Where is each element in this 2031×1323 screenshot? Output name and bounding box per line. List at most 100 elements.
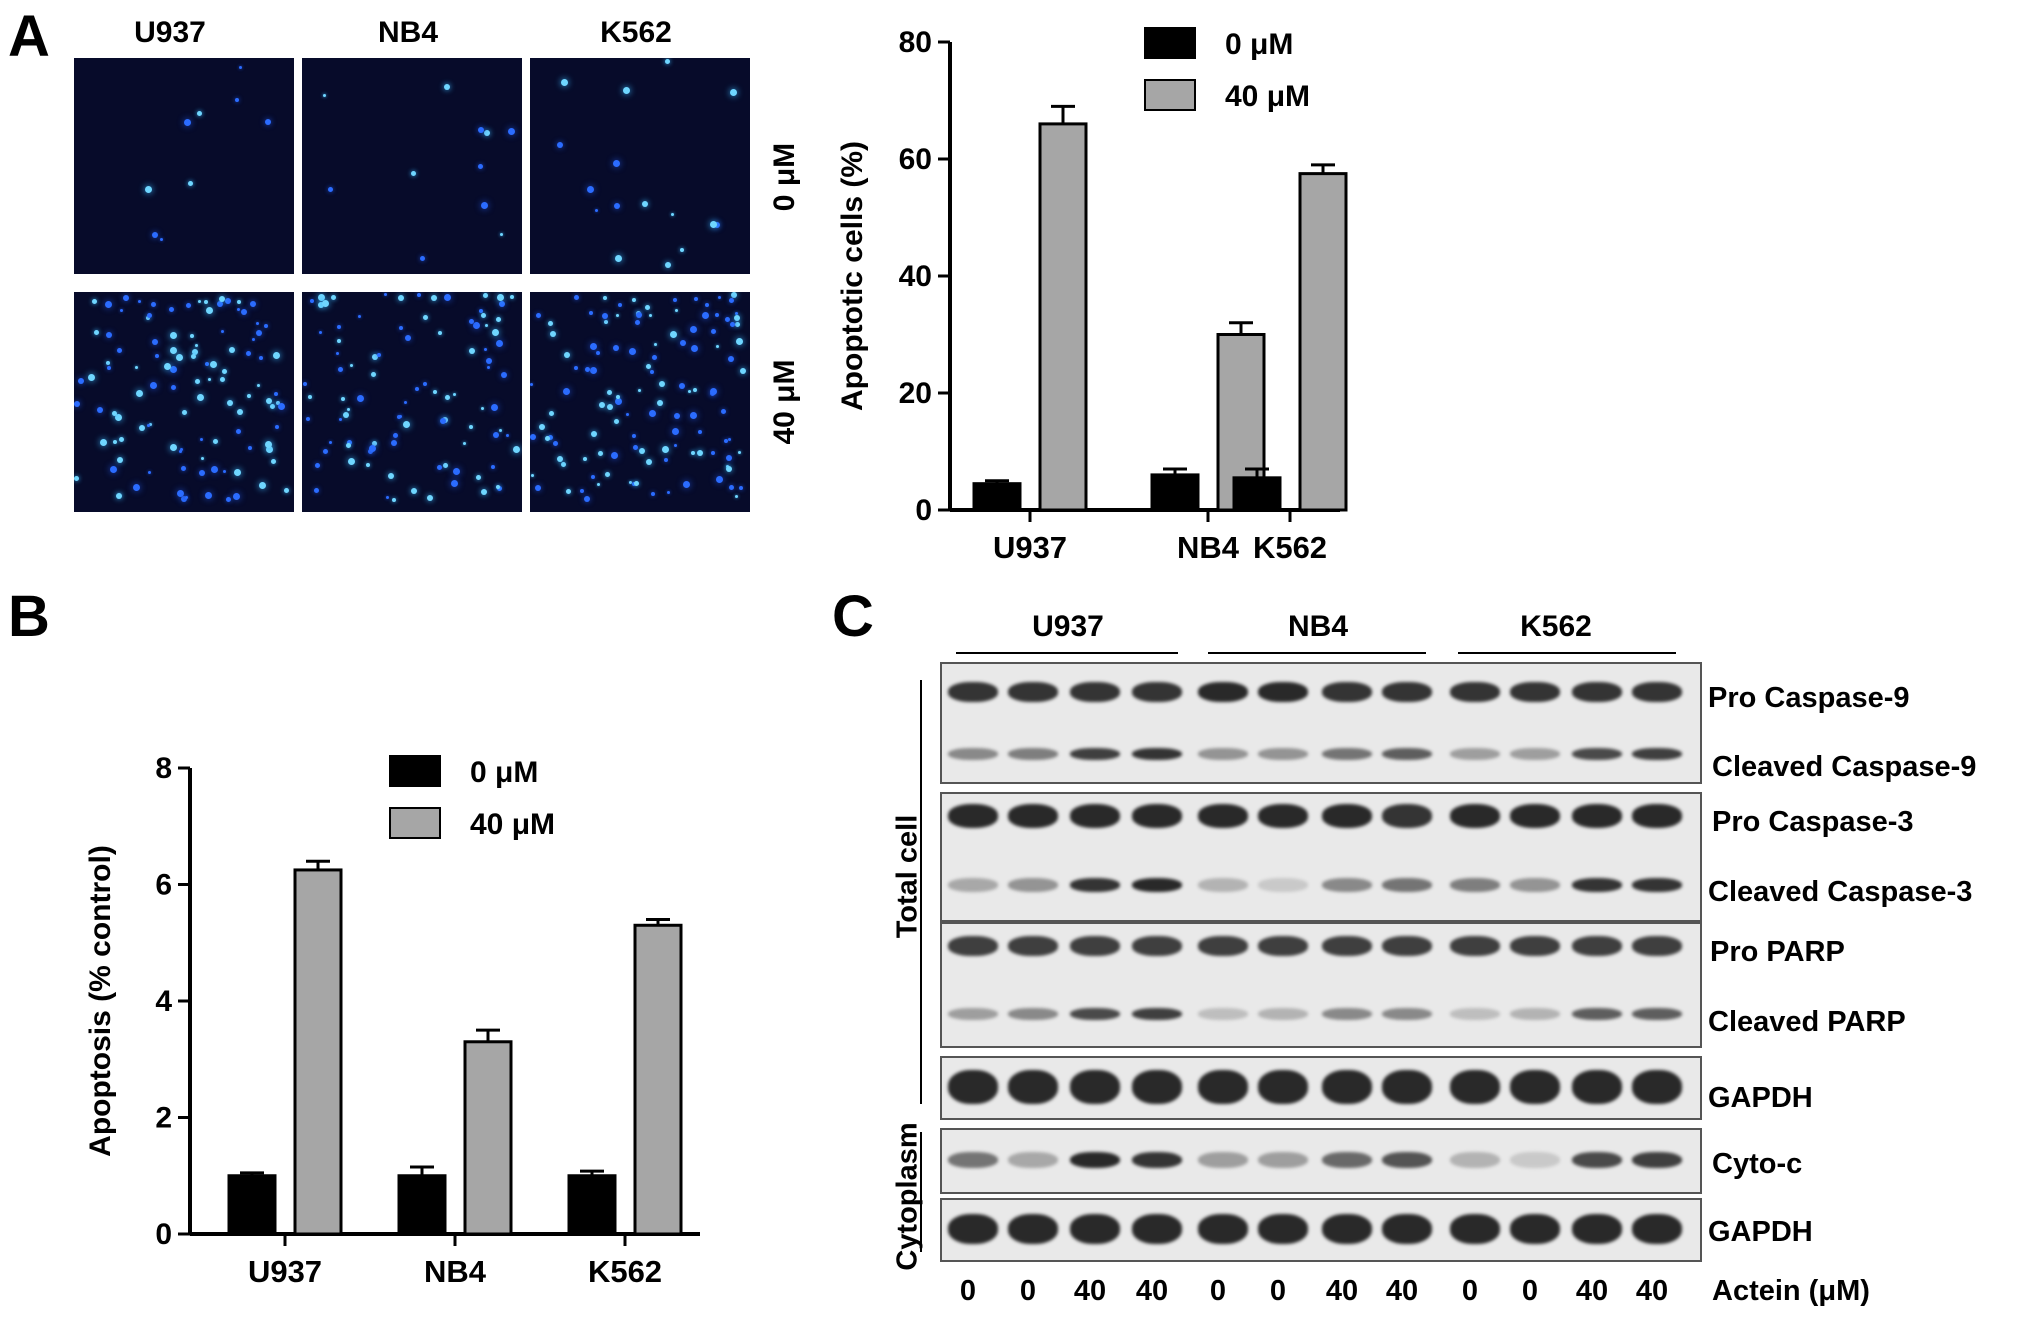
- blot-band: [1322, 936, 1372, 956]
- bar: [293, 868, 343, 1236]
- cell-dot: [259, 482, 266, 489]
- cell-dot: [453, 468, 460, 475]
- blot-band: [1008, 748, 1058, 760]
- y-tick-label: 0: [915, 494, 932, 527]
- cell-dot: [147, 313, 152, 318]
- legend-swatch: [1144, 79, 1196, 111]
- blot-band: [1132, 1070, 1182, 1104]
- cell-dot: [366, 463, 370, 467]
- cell-dot: [199, 470, 205, 476]
- y-tick-label: 6: [155, 869, 172, 902]
- cell-dot: [191, 354, 196, 359]
- cell-dot: [563, 388, 570, 395]
- cell-dot: [100, 439, 107, 446]
- cell-dot: [350, 364, 353, 367]
- lane-label: 40: [1325, 1275, 1359, 1307]
- cell-dot: [171, 385, 176, 390]
- cell-dot: [213, 439, 218, 444]
- cell-dot: [323, 449, 328, 454]
- blot-band: [1008, 682, 1058, 702]
- blot-band: [1632, 682, 1682, 702]
- lane-label: 0: [1521, 1275, 1539, 1307]
- blot-band: [1132, 804, 1182, 828]
- cell-dot: [735, 495, 738, 498]
- cell-dot: [331, 295, 336, 300]
- cell-dot: [338, 367, 343, 372]
- cell-dot: [664, 458, 668, 462]
- cell-dot: [478, 127, 484, 133]
- x-tick-label: U937: [248, 1254, 322, 1289]
- micrograph-u937-40um: [74, 292, 294, 512]
- cell-dot: [548, 321, 553, 326]
- row-label-pro-parp: Pro PARP: [1710, 936, 1845, 968]
- cell-dot: [377, 353, 381, 357]
- cell-dot: [616, 314, 619, 317]
- cell-dot: [444, 294, 451, 301]
- cell-dot: [584, 496, 590, 502]
- cell-dot: [651, 492, 655, 496]
- blot-band: [1632, 804, 1682, 828]
- blot-band: [1322, 878, 1372, 892]
- cell-dot: [221, 330, 224, 333]
- cell-dot: [433, 390, 437, 394]
- cell-dot: [736, 338, 743, 345]
- cell-dot: [148, 471, 151, 474]
- cell-dot: [726, 466, 732, 472]
- panel-b-letter: B: [8, 584, 50, 649]
- cell-dot: [674, 444, 677, 447]
- cell-dot: [170, 444, 177, 451]
- blot-band: [1572, 1008, 1622, 1020]
- cell-dot: [438, 331, 442, 335]
- cell-dot: [248, 446, 252, 450]
- cell-dot: [123, 295, 129, 301]
- cell-dot: [665, 59, 670, 64]
- cell-dot: [638, 389, 641, 392]
- cell-dot: [247, 394, 251, 398]
- cell-dot: [672, 428, 679, 435]
- cell-dot: [106, 332, 112, 338]
- cell-dot: [574, 295, 579, 300]
- cell-dot: [680, 340, 686, 346]
- bar: [1298, 172, 1348, 512]
- cell-dot: [94, 330, 99, 335]
- cell-dot: [715, 313, 719, 317]
- cell-dot: [256, 330, 262, 336]
- cell-dot: [182, 410, 187, 415]
- cell-dot: [642, 201, 648, 207]
- cell-dot: [236, 429, 241, 434]
- cell-dot: [618, 303, 622, 307]
- bar: [227, 1174, 277, 1236]
- lane-label: 0: [1461, 1275, 1479, 1307]
- cell-dot: [346, 443, 351, 448]
- cell-dot: [303, 382, 307, 386]
- blot-cyto-c: [940, 1128, 1702, 1194]
- lane-label: 40: [1575, 1275, 1609, 1307]
- cell-dot: [633, 445, 638, 450]
- cell-dot: [510, 295, 514, 299]
- cell-dot: [566, 489, 571, 494]
- blot-band: [1258, 804, 1308, 828]
- blot-band: [948, 1008, 998, 1020]
- blot-parp: [940, 922, 1702, 1048]
- cell-dot: [623, 87, 630, 94]
- y-tick-label: 2: [155, 1102, 172, 1135]
- cell-dot: [645, 305, 650, 310]
- y-tick-label: 0: [155, 1218, 172, 1251]
- cell-dot: [105, 301, 112, 308]
- cell-dot: [646, 364, 651, 369]
- cell-dot: [710, 388, 717, 395]
- blot-band: [1132, 748, 1182, 760]
- blot-band: [1572, 682, 1622, 702]
- cell-dot: [667, 491, 670, 494]
- cell-dot: [337, 339, 341, 343]
- blot-group-label-u937: U937: [1032, 610, 1104, 643]
- cell-dot: [358, 315, 361, 318]
- cell-dot: [613, 160, 620, 167]
- cell-dot: [557, 142, 563, 148]
- cell-dot: [728, 356, 734, 362]
- cell-dot: [553, 441, 558, 446]
- blot-band: [948, 682, 998, 702]
- blot-band: [1258, 1008, 1308, 1020]
- cell-dot: [197, 394, 204, 401]
- cell-dot: [513, 446, 520, 453]
